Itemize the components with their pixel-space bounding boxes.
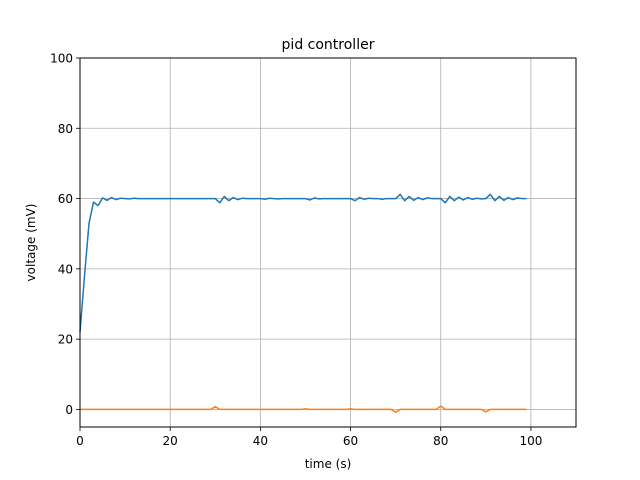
x-axis: 0 20 40 60 80 100 bbox=[76, 427, 542, 448]
series-layer bbox=[79, 193, 527, 413]
x-tick-label: 80 bbox=[433, 434, 448, 448]
y-tick-label: 40 bbox=[58, 262, 73, 276]
y-axis-label: voltage (mV) bbox=[24, 204, 38, 282]
x-tick-label: 0 bbox=[76, 434, 84, 448]
plot-frame bbox=[79, 57, 577, 428]
y-tick-label: 60 bbox=[58, 192, 73, 206]
y-tick-label: 20 bbox=[58, 333, 73, 347]
y-tick-label: 100 bbox=[50, 52, 73, 66]
x-tick-label: 20 bbox=[163, 434, 178, 448]
chart-title: pid controller bbox=[282, 37, 375, 53]
x-tick-label: 60 bbox=[343, 434, 358, 448]
x-tick-label: 40 bbox=[253, 434, 268, 448]
y-tick-label: 0 bbox=[65, 403, 73, 417]
x-tick-label: 100 bbox=[519, 434, 542, 448]
series-line-1 bbox=[79, 193, 527, 333]
y-tick-label: 80 bbox=[58, 122, 73, 136]
y-axis: 0 20 40 60 80 100 bbox=[50, 52, 80, 417]
x-axis-label: time (s) bbox=[305, 457, 352, 471]
series-line-2 bbox=[80, 405, 527, 413]
